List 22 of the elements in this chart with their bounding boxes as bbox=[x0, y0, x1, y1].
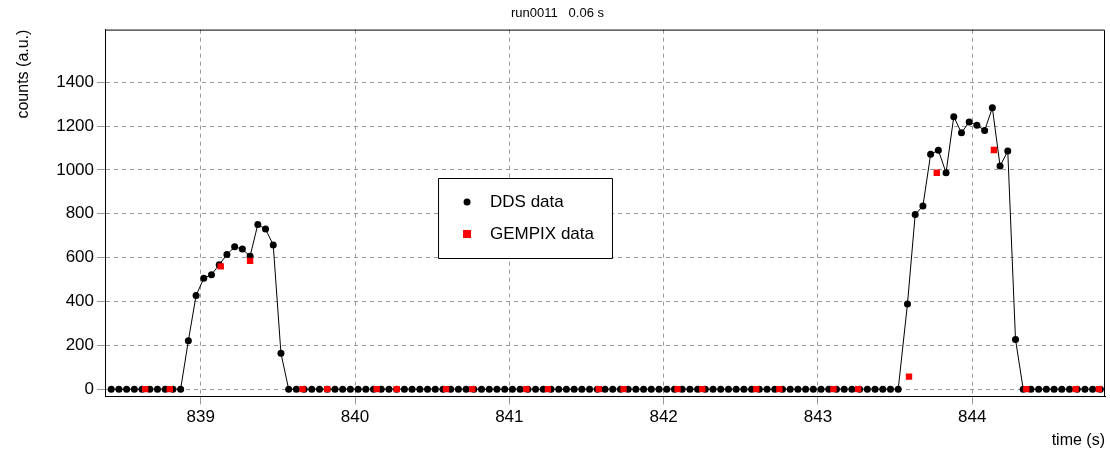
y-tick-label: 600 bbox=[65, 247, 95, 267]
y-tick-label: 1400 bbox=[56, 71, 95, 91]
x-tick-label: 840 bbox=[340, 407, 370, 427]
x-tick-label: 841 bbox=[495, 407, 524, 427]
legend-label: DDS data bbox=[490, 191, 565, 211]
y-axis-title: counts (a.u.) bbox=[14, 29, 32, 119]
point bbox=[620, 385, 627, 393]
y-tick-label: 1200 bbox=[56, 115, 95, 135]
x-tick-label: 843 bbox=[803, 407, 833, 427]
legend-label: GEMPIX data bbox=[490, 223, 595, 243]
y-tick-label: 1000 bbox=[56, 159, 95, 179]
point bbox=[905, 373, 913, 380]
y-tick-label: 400 bbox=[65, 291, 95, 311]
x-tick-label: 842 bbox=[649, 407, 678, 427]
y-tick-label: 800 bbox=[65, 203, 95, 223]
y-tick-label: 0 bbox=[84, 378, 95, 398]
y-tick-label: 200 bbox=[65, 335, 95, 354]
x-axis-title: time (s) bbox=[1051, 430, 1105, 448]
chart-title: run0011 0.06 s bbox=[511, 5, 605, 21]
x-tick-label: 839 bbox=[186, 407, 215, 427]
x-tick-label: 844 bbox=[958, 407, 987, 427]
point bbox=[674, 385, 681, 393]
